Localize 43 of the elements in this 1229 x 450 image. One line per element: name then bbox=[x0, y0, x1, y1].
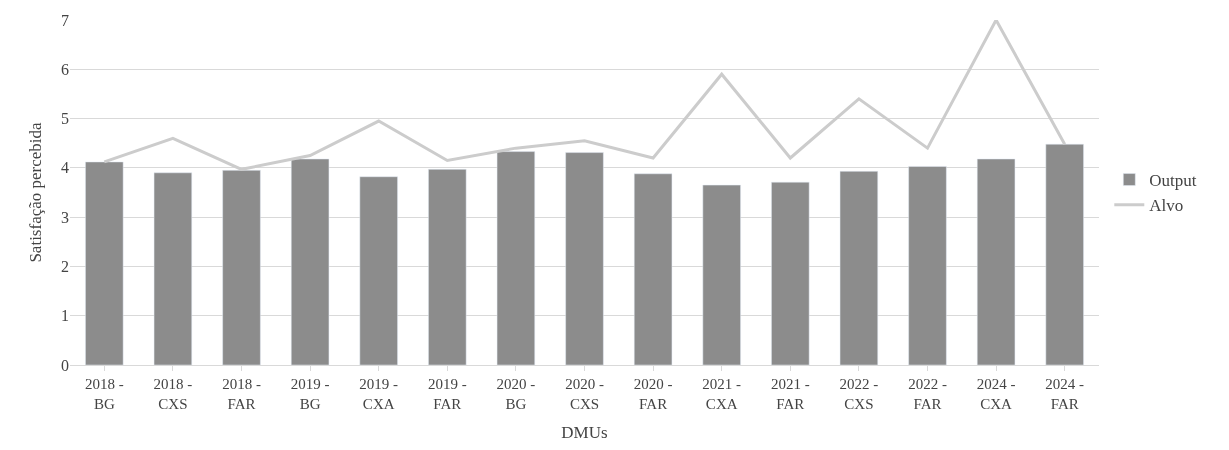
x-tick-label: 2022 - FAR bbox=[908, 376, 947, 412]
x-tick-label: 2019 - CXA bbox=[359, 376, 399, 412]
line-series bbox=[102, 20, 1067, 171]
bar bbox=[565, 152, 604, 365]
y-tick-label: 4 bbox=[61, 159, 69, 177]
y-tick-label: 2 bbox=[61, 258, 69, 276]
y-tick-label: 0 bbox=[61, 356, 69, 374]
x-tick-label: 2018 - FAR bbox=[222, 376, 261, 412]
x-tick-label: 2020 - BG bbox=[496, 376, 536, 412]
legend-label: Output bbox=[1149, 171, 1197, 191]
x-tick-label: 2020 - FAR bbox=[633, 376, 673, 412]
y-axis-title: Satisfação percebida bbox=[25, 121, 45, 263]
y-tick-label: 7 bbox=[61, 11, 69, 29]
bar bbox=[976, 158, 1016, 365]
bar bbox=[222, 170, 261, 365]
y-tick-label: 5 bbox=[61, 110, 69, 128]
x-tick-label: 2024 - CXA bbox=[976, 376, 1016, 412]
bar bbox=[428, 169, 467, 365]
bar bbox=[633, 173, 673, 365]
y-tick-label: 3 bbox=[61, 208, 69, 226]
y-tick-label: 6 bbox=[61, 60, 69, 78]
bar bbox=[702, 184, 741, 365]
bar bbox=[1045, 143, 1084, 365]
x-axis-title: DMUs bbox=[561, 422, 608, 442]
legend-label: Alvo bbox=[1149, 196, 1184, 216]
bar bbox=[839, 171, 879, 365]
x-tick-label: 2018 - BG bbox=[84, 376, 124, 412]
x-tick-label: 2024 - FAR bbox=[1045, 376, 1085, 412]
bar bbox=[496, 151, 536, 365]
x-tick-label: 2021 - FAR bbox=[770, 376, 810, 412]
x-tick-label: 2018 - CXS bbox=[153, 376, 193, 412]
x-tick-label: 2019 - FAR bbox=[427, 376, 467, 412]
bar bbox=[290, 158, 330, 365]
x-tick-label: 2022 - CXS bbox=[839, 376, 879, 412]
bar bbox=[771, 181, 810, 365]
bar bbox=[908, 166, 947, 365]
x-tick-label: 2019 - BG bbox=[290, 376, 330, 412]
x-tick-label: 2020 - CXS bbox=[565, 376, 604, 412]
bar bbox=[85, 161, 124, 365]
bar bbox=[153, 172, 193, 365]
bar bbox=[359, 176, 398, 365]
x-tick-label: 2021 - CXA bbox=[702, 376, 742, 412]
y-tick-label: 1 bbox=[61, 307, 69, 325]
